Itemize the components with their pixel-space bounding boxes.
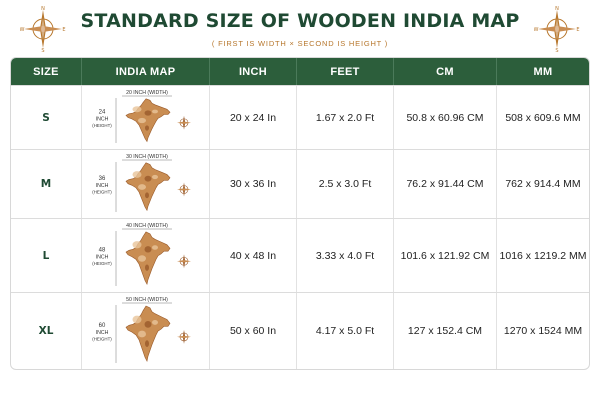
compass-e-label: E — [576, 27, 579, 33]
mm-value: 762 x 914.4 MM — [505, 178, 581, 190]
map-height-number: 60 — [99, 323, 106, 329]
map-state-patch — [144, 110, 152, 116]
compass-s-label: S — [41, 48, 44, 52]
mini-compass-icon — [177, 329, 191, 344]
cm-value: 127 x 152.4 CM — [394, 293, 497, 369]
compass-graphic — [538, 10, 576, 48]
header-inch: INCH — [210, 58, 297, 85]
map-height-word: (HEIGHT) — [92, 337, 112, 342]
map-width-label: 20 INCH (WIDTH) — [126, 90, 168, 96]
cm-value: 50.8 x 60.96 CM — [394, 86, 497, 149]
header-cm: CM — [394, 58, 497, 85]
size-table: SIZE INDIA MAP INCH FEET CM MM S 20 INCH… — [10, 57, 590, 370]
mini-compass-icon — [177, 254, 191, 269]
map-height-unit: INCH — [96, 255, 109, 261]
map-height-number: 36 — [99, 176, 106, 182]
map-state-patch — [138, 184, 146, 190]
map-state-patch — [138, 255, 146, 262]
compass-w-label: W — [534, 27, 539, 33]
feet-value: 2.5 x 3.0 Ft — [297, 150, 394, 218]
cm-value: 101.6 x 121.92 CM — [394, 219, 497, 292]
inch-value: 30 x 36 In — [210, 150, 297, 218]
size-label: L — [11, 219, 82, 292]
map-state-patch — [132, 315, 142, 324]
map-width-label: 40 INCH (WIDTH) — [126, 223, 168, 229]
map-state-patch — [132, 106, 142, 113]
mini-compass-icon — [177, 182, 191, 197]
map-state-patch — [145, 340, 149, 348]
map-state-patch — [144, 320, 152, 328]
compass-s-label: S — [555, 48, 558, 52]
india-map-shape — [125, 231, 171, 286]
cm-value: 76.2 x 91.44 CM — [394, 150, 497, 218]
map-state-patch — [132, 171, 142, 178]
compass-rose-icon: N E S W — [20, 6, 66, 52]
size-label: XL — [11, 293, 82, 369]
map-height-word: (HEIGHT) — [92, 190, 112, 195]
map-state-patch — [138, 330, 146, 338]
map-height-unit: INCH — [96, 117, 109, 123]
mm-value: 1016 x 1219.2 MM — [499, 249, 587, 262]
compass-e-label: E — [62, 27, 65, 33]
map-state-patch — [144, 246, 152, 253]
feet-value: 3.33 x 4.0 Ft — [297, 219, 394, 292]
india-map-illustration: 20 INCH (WIDTH) 24 INCH (HEIGHT) — [82, 86, 210, 149]
header-feet: FEET — [297, 58, 394, 85]
compass-rose-icon: N E S W — [534, 6, 580, 52]
map-state-patch — [145, 125, 149, 131]
inch-value: 50 x 60 In — [210, 293, 297, 369]
map-height-word: (HEIGHT) — [92, 123, 112, 128]
india-map-shape — [125, 162, 171, 212]
map-state-patch — [145, 192, 149, 199]
map-height-number: 48 — [99, 248, 106, 254]
mini-compass-icon — [177, 115, 191, 130]
map-height-number: 24 — [99, 110, 106, 116]
page-subtitle: ( FIRST IS WIDTH × SECOND IS HEIGHT ) — [211, 39, 389, 48]
map-state-patch — [152, 319, 158, 325]
page-title: STANDARD SIZE OF WOODEN INDIA MAP — [80, 10, 520, 32]
compass-w-label: W — [20, 27, 25, 33]
compass-graphic — [24, 10, 62, 48]
table-row: M 30 INCH (WIDTH) 36 INCH (HEIGHT) 30 x 36 … — [11, 149, 589, 218]
size-label: M — [11, 150, 82, 218]
india-map-illustration: 40 INCH (WIDTH) 48 INCH (HEIGHT) — [82, 219, 210, 292]
mm-value: 508 x 609.6 MM — [505, 111, 581, 124]
india-map-shape — [125, 98, 171, 143]
map-state-patch — [145, 264, 149, 271]
header-mm: MM — [533, 65, 553, 78]
map-height-unit: INCH — [96, 183, 109, 189]
map-state-patch — [152, 174, 158, 180]
map-state-patch — [152, 245, 158, 250]
compass-n-label: N — [41, 6, 45, 12]
india-map-shape — [125, 305, 171, 362]
map-height-unit: INCH — [96, 330, 109, 336]
table-row: XL 50 INCH (WIDTH) 60 INCH (HEIGHT) 50 x 60… — [11, 292, 589, 369]
map-state-patch — [132, 241, 142, 249]
india-map-illustration: 30 INCH (WIDTH) 36 INCH (HEIGHT) — [82, 150, 210, 218]
mm-value: 1270 x 1524 MM — [503, 325, 583, 337]
map-height-word: (HEIGHT) — [92, 261, 112, 266]
header-india-map: INDIA MAP — [82, 58, 210, 85]
map-state-patch — [144, 175, 152, 182]
size-label: S — [11, 86, 82, 149]
map-state-patch — [152, 109, 158, 114]
table-row: S 20 INCH (WIDTH) 24 INCH (HEIGHT) 20 x 24 … — [11, 85, 589, 149]
map-state-patch — [138, 117, 146, 124]
header-size: SIZE — [11, 58, 82, 85]
map-width-label: 30 INCH (WIDTH) — [126, 154, 168, 160]
compass-n-label: N — [555, 6, 559, 12]
map-width-label: 50 INCH (WIDTH) — [126, 297, 168, 303]
india-map-illustration: 50 INCH (WIDTH) 60 INCH (HEIGHT) — [82, 293, 210, 369]
inch-value: 20 x 24 In — [210, 86, 297, 149]
inch-value: 40 x 48 In — [210, 219, 297, 292]
table-header: SIZE INDIA MAP INCH FEET CM MM — [11, 58, 589, 85]
feet-value: 1.67 x 2.0 Ft — [297, 86, 394, 149]
table-row: L 40 INCH (WIDTH) 48 INCH (HEIGHT) 40 x 48 … — [11, 218, 589, 292]
feet-value: 4.17 x 5.0 Ft — [297, 293, 394, 369]
